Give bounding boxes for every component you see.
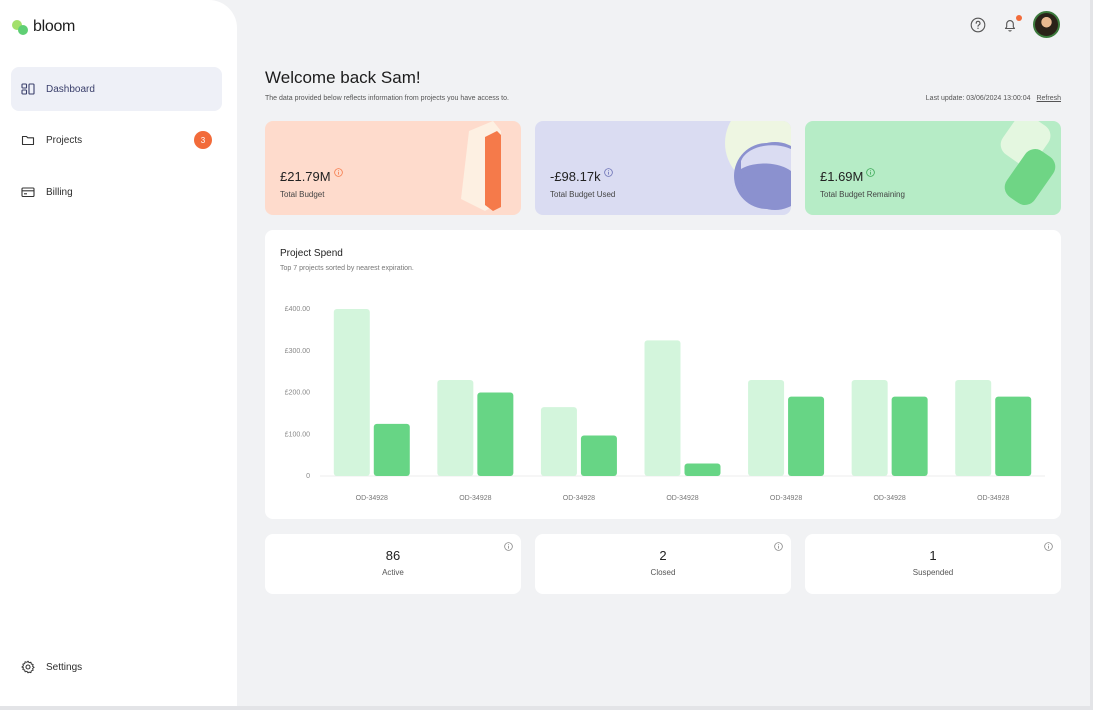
sidebar: bloom Dashboard Projects 3 Billing Setti…: [0, 0, 237, 706]
card-icon: [21, 187, 35, 198]
sidebar-item-projects[interactable]: Projects 3: [11, 118, 222, 162]
bar-budget[interactable]: [437, 379, 474, 476]
vertical-scrollbar[interactable]: [1090, 0, 1093, 710]
x-tick-label: OD-34928: [770, 495, 802, 502]
y-tick-label: 0: [306, 473, 310, 480]
top-toolbar: [969, 11, 1060, 38]
y-tick-label: £200.00: [285, 390, 310, 397]
stat-label: Total Budget Remaining: [820, 190, 905, 199]
count-label: Active: [382, 568, 404, 577]
x-tick-label: OD-34928: [873, 495, 905, 502]
count-label: Suspended: [912, 568, 954, 577]
y-tick-label: £300.00: [285, 348, 310, 355]
stat-label: Total Budget Used: [550, 190, 616, 199]
stat-card-budget-remaining: £1.69M Total Budget Remaining: [805, 121, 1061, 215]
x-tick-label: OD-34928: [666, 495, 698, 502]
page-subtitle: The data provided below reflects informa…: [265, 95, 509, 102]
info-icon[interactable]: [603, 168, 613, 177]
last-update: Last update: 03/06/2024 13:00:04 Refresh: [926, 95, 1061, 102]
bar-spend[interactable]: [580, 435, 617, 476]
gear-icon: [21, 660, 35, 674]
count-card-closed: 2 Closed: [535, 534, 791, 594]
horizontal-scrollbar[interactable]: [0, 706, 1093, 710]
folder-icon: [21, 135, 35, 146]
chart-subtitle: Top 7 projects sorted by nearest expirat…: [280, 265, 414, 272]
bar-budget[interactable]: [955, 379, 992, 476]
bell-icon: [1004, 19, 1016, 32]
page-title: Welcome back Sam!: [265, 68, 421, 87]
bar-spend[interactable]: [477, 392, 514, 477]
logo-mark-icon: [12, 19, 29, 36]
bar-spend[interactable]: [891, 396, 928, 476]
help-button[interactable]: [969, 16, 987, 34]
bar-spend[interactable]: [788, 396, 825, 476]
dashboard-icon: [21, 83, 35, 95]
sidebar-item-label: Billing: [46, 186, 73, 198]
bar-budget[interactable]: [748, 379, 785, 476]
card-decoration: [1000, 121, 1056, 205]
y-tick-label: £400.00: [285, 306, 310, 313]
avatar[interactable]: [1033, 11, 1060, 38]
notifications-button[interactable]: [1001, 14, 1022, 34]
stat-value: -£98.17k: [550, 169, 601, 184]
info-icon[interactable]: [774, 542, 783, 551]
card-decoration: [461, 121, 501, 211]
x-tick-label: OD-34928: [356, 495, 388, 502]
info-icon[interactable]: [1044, 542, 1053, 551]
sidebar-item-label: Projects: [46, 134, 83, 146]
stat-value: £1.69M: [820, 169, 864, 184]
logo[interactable]: bloom: [12, 18, 75, 36]
bar-budget[interactable]: [644, 340, 681, 476]
bar-budget[interactable]: [540, 407, 577, 476]
refresh-link[interactable]: Refresh: [1036, 95, 1061, 102]
count-value: 1: [929, 548, 937, 563]
y-tick-label: £100.00: [285, 431, 310, 438]
count-label: Closed: [650, 568, 676, 577]
last-update-text: Last update: 03/06/2024 13:00:04: [925, 95, 1031, 102]
project-spend-chart: 0 £100.00 £200.00 £300.00 £400.00 OD-34928 OD-…: [285, 306, 1045, 502]
x-tick-label: OD-34928: [977, 495, 1009, 502]
sidebar-item-label: Dashboard: [46, 83, 95, 95]
bar-spend[interactable]: [684, 463, 721, 476]
bar-spend[interactable]: [373, 423, 410, 476]
projects-count-badge: 3: [194, 131, 212, 149]
stat-value: £21.79M: [280, 169, 331, 184]
sidebar-item-dashboard[interactable]: Dashboard: [11, 67, 222, 111]
help-icon: [970, 17, 986, 32]
sidebar-item-billing[interactable]: Billing: [11, 170, 222, 214]
settings-label: Settings: [46, 661, 83, 673]
bar-budget[interactable]: [333, 309, 370, 476]
stat-card-budget-used: -£98.17k Total Budget Used: [535, 121, 791, 215]
count-card-active: 86 Active: [265, 534, 521, 594]
sidebar-item-settings[interactable]: Settings: [21, 660, 82, 674]
count-card-suspended: 1 Suspended: [805, 534, 1061, 594]
info-icon[interactable]: [333, 168, 343, 177]
logo-text: bloom: [33, 18, 76, 35]
stat-card-total-budget: £21.79M Total Budget: [265, 121, 521, 215]
x-tick-label: OD-34928: [459, 495, 491, 502]
bar-budget[interactable]: [851, 379, 888, 476]
count-value: 86: [385, 548, 401, 563]
notification-dot: [1016, 14, 1022, 21]
card-decoration: [725, 121, 791, 210]
info-icon[interactable]: [866, 168, 876, 177]
stat-label: Total Budget: [280, 190, 325, 199]
info-icon[interactable]: [504, 542, 513, 551]
count-value: 2: [659, 548, 667, 563]
chart-title: Project Spend: [280, 248, 343, 259]
bar-spend[interactable]: [995, 396, 1032, 476]
x-tick-label: OD-34928: [563, 495, 595, 502]
project-spend-card: Project Spend Top 7 projects sorted by n…: [265, 230, 1061, 519]
